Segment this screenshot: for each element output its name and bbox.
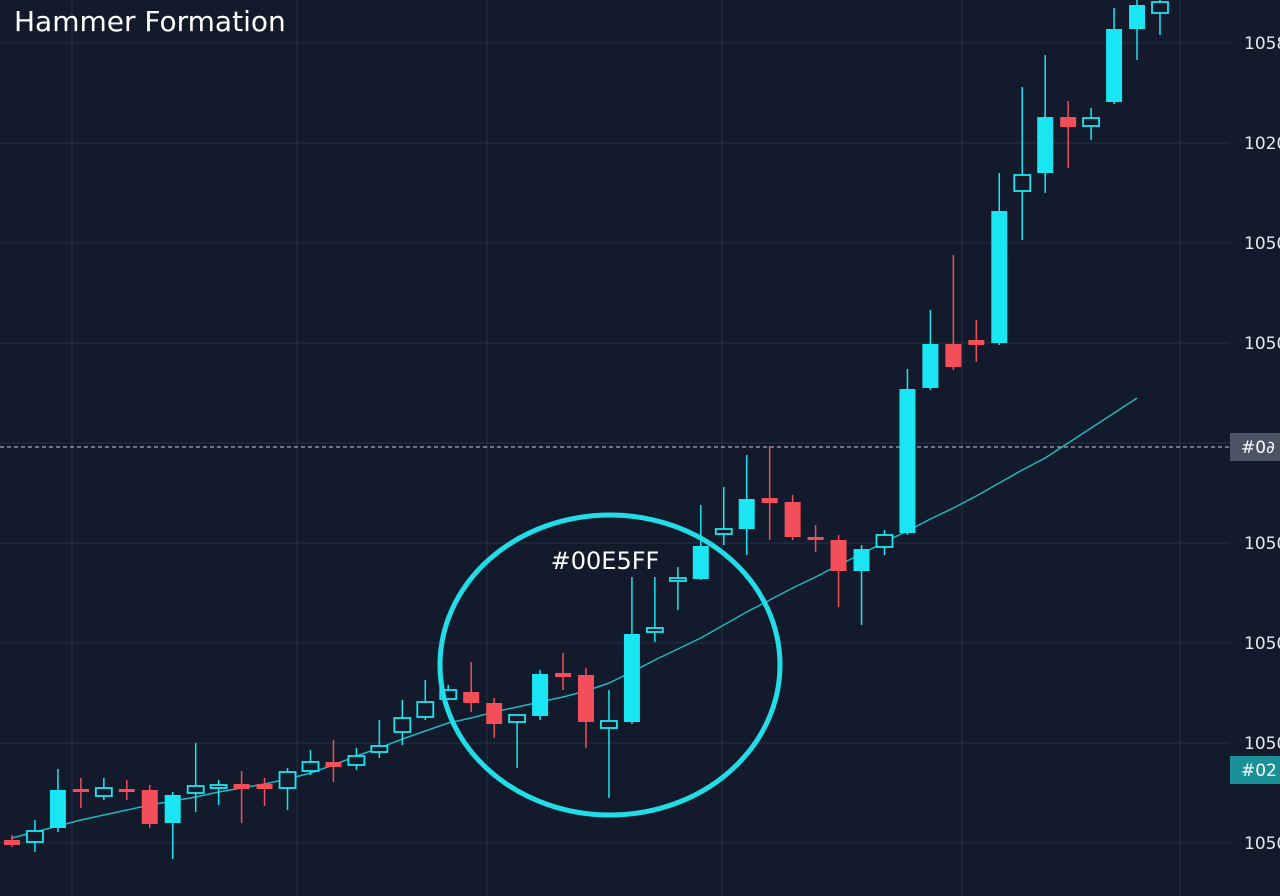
- candle-body: [393, 717, 412, 733]
- candle-body: [186, 785, 205, 794]
- price-tag-box: [1230, 756, 1280, 784]
- candle-body: [1082, 117, 1101, 127]
- candle-body: [1013, 174, 1032, 192]
- highlight-circle: [437, 512, 783, 818]
- y-axis-label: 1050: [1244, 734, 1280, 754]
- price-tag-label: #02: [1241, 761, 1277, 781]
- y-axis-label: 1058: [1244, 34, 1280, 54]
- y-axis-label: 1050: [1244, 634, 1280, 654]
- candle-body: [278, 771, 297, 789]
- candle-body: [692, 546, 709, 579]
- candle-body: [853, 549, 870, 571]
- candle-body: [555, 673, 572, 677]
- marks-layer: [4, 0, 1169, 859]
- candle-body: [600, 720, 618, 729]
- axis-layer: 1058 1020 1050 1050 1050 1050 1050 1050 #0∂ #02: [1230, 34, 1280, 854]
- candle-body: [645, 627, 664, 633]
- candle-body: [761, 498, 778, 503]
- candle-body: [899, 389, 916, 533]
- candle-body: [209, 784, 228, 789]
- candle-body: [945, 344, 962, 367]
- candle-body: [1151, 1, 1169, 14]
- vertical-grid: [71, 0, 1181, 896]
- candle-body: [416, 701, 435, 718]
- candle-body: [968, 340, 985, 345]
- candle-body: [94, 787, 113, 797]
- price-tag-box: [1230, 433, 1280, 461]
- candle-body: [141, 790, 158, 824]
- candle-body: [256, 784, 273, 789]
- candle-body: [72, 789, 89, 792]
- y-axis-label: 1020: [1244, 134, 1280, 154]
- candle-body: [991, 211, 1008, 343]
- candle-body: [532, 674, 549, 716]
- chart-title: Hammer Formation: [14, 5, 286, 38]
- candle-body: [4, 840, 20, 845]
- candle-body: [714, 528, 733, 535]
- y-axis-label: 1050: [1244, 334, 1280, 354]
- candle-body: [26, 830, 44, 843]
- candle-body: [508, 714, 527, 723]
- candle-body: [486, 703, 503, 724]
- candle-body: [1106, 29, 1123, 102]
- candle-body: [1060, 117, 1077, 127]
- candle-body: [325, 762, 342, 767]
- moving-average: [11, 397, 1138, 839]
- annotation: #00E5FF: [551, 547, 660, 575]
- candle-body: [370, 745, 389, 753]
- candle-body: [233, 784, 250, 789]
- candle-body: [347, 755, 366, 766]
- candle-body: [784, 502, 801, 537]
- candle-body: [830, 540, 847, 571]
- y-axis-label: 1050: [1244, 234, 1280, 254]
- y-axis-label: 1050: [1244, 534, 1280, 554]
- candle-body: [301, 761, 320, 772]
- grid-layer: [0, 42, 1230, 844]
- candle-body: [1037, 117, 1054, 173]
- candle-body: [463, 692, 480, 703]
- candle-body: [118, 789, 135, 792]
- candle-body: [578, 675, 594, 722]
- y-axis-label: 1050: [1244, 834, 1280, 854]
- candle-body: [164, 795, 181, 823]
- candle-body: [49, 790, 66, 828]
- candle-body: [1129, 5, 1146, 29]
- candle-body: [623, 634, 640, 722]
- candle-body: [738, 499, 755, 529]
- candle-body: [439, 689, 458, 700]
- candle-body: [807, 537, 824, 540]
- candle-body: [875, 534, 894, 548]
- candle-body: [922, 344, 939, 388]
- candle-body: [668, 577, 687, 582]
- price-tag-label: #0∂: [1241, 438, 1275, 458]
